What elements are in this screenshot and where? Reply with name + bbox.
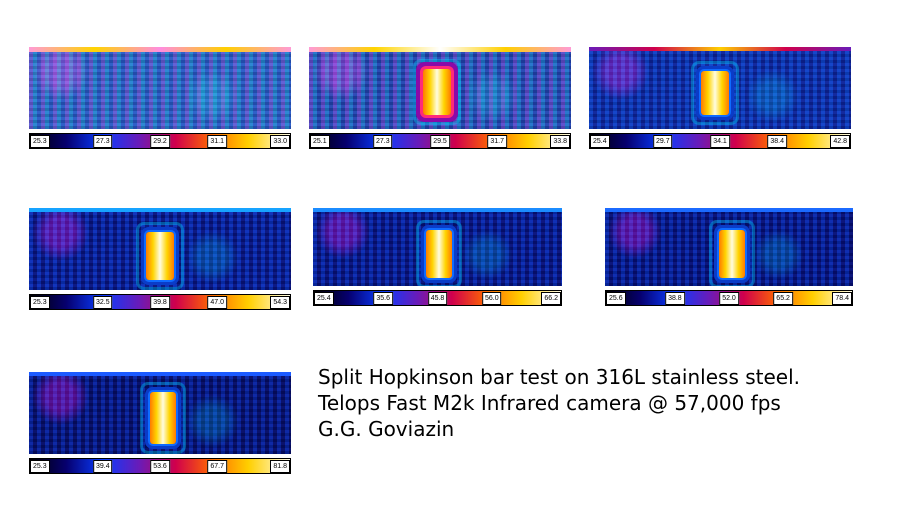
caption-line-3: G.G. Goviazin: [318, 417, 455, 441]
hot-specimen: [146, 232, 174, 280]
colorbar-tick: 35.6: [373, 292, 393, 305]
colorbar-tick: 54.3: [270, 296, 290, 309]
thermal-top-band: [605, 208, 853, 212]
thermal-top-band: [29, 47, 291, 52]
colorbar-tick: 47.0: [207, 296, 227, 309]
colorbar-tick: 32.5: [92, 296, 113, 309]
hot-specimen: [426, 230, 452, 278]
colorbar-tick: 25.4: [590, 135, 610, 148]
colorbar-tick: 25.4: [314, 292, 334, 305]
colorbar-tick: 25.3: [30, 460, 50, 473]
colorbar-3: 25.4 29.7 34.1 38.4 42.8: [589, 133, 851, 149]
thermal-image-5: [313, 208, 562, 286]
colorbar-tick: 27.3: [92, 135, 113, 148]
colorbar-4: 25.3 32.5 39.8 47.0 54.3: [29, 294, 291, 310]
colorbar-tick: 66.2: [541, 292, 561, 305]
thermal-panel-6: 25.6 38.8 52.0 65.2 78.4: [605, 208, 853, 306]
thermal-image-1: [29, 47, 291, 129]
colorbar-7: 25.3 39.4 53.6 67.7 81.8: [29, 458, 291, 474]
colorbar-tick: 25.3: [30, 296, 50, 309]
colorbar-tick: 25.6: [606, 292, 626, 305]
thermal-top-band: [309, 47, 571, 52]
colorbar-tick: 25.1: [310, 135, 330, 148]
thermal-image-7: [29, 372, 291, 454]
colorbar-tick: 42.8: [830, 135, 850, 148]
thermal-top-band: [589, 47, 851, 51]
colorbar-tick: 33.8: [550, 135, 570, 148]
colorbar-tick: 39.8: [150, 296, 170, 309]
colorbar-tick: 52.0: [719, 292, 739, 305]
colorbar-6: 25.6 38.8 52.0 65.2 78.4: [605, 290, 853, 306]
thermal-top-band: [29, 208, 291, 212]
colorbar-tick: 53.6: [150, 460, 170, 473]
colorbar-5: 25.4 35.6 45.8 56.0 66.2: [313, 290, 562, 306]
colorbar-tick: 29.2: [150, 135, 170, 148]
colorbar-tick: 31.7: [487, 135, 507, 148]
colorbar-tick: 25.3: [30, 135, 50, 148]
thermal-panel-7: 25.3 39.4 53.6 67.7 81.8: [29, 372, 291, 476]
thermal-panel-2: 25.1 27.3 29.5 31.7 33.8: [309, 47, 571, 151]
colorbar-1: 25.3 27.3 29.2 31.1 33.0: [29, 133, 291, 149]
hot-specimen: [423, 69, 451, 115]
caption-line-2: Telops Fast M2k Infrared camera @ 57,000…: [318, 391, 781, 415]
colorbar-tick: 67.7: [207, 460, 227, 473]
thermal-top-band: [29, 372, 291, 376]
colorbar-tick: 38.8: [665, 292, 685, 305]
thermal-image-2: [309, 47, 571, 129]
colorbar-2: 25.1 27.3 29.5 31.7 33.8: [309, 133, 571, 149]
caption-line-1: Split Hopkinson bar test on 316L stainle…: [318, 365, 801, 389]
colorbar-tick: 81.8: [270, 460, 290, 473]
thermal-panel-4: 25.3 32.5 39.8 47.0 54.3: [29, 208, 291, 312]
colorbar-tick: 29.7: [652, 135, 673, 148]
thermal-panel-3: 25.4 29.7 34.1 38.4 42.8: [589, 47, 851, 151]
thermal-image-4: [29, 208, 291, 290]
colorbar-tick: 45.8: [427, 292, 448, 305]
thermal-image-3: [589, 47, 851, 129]
thermal-image-6: [605, 208, 853, 286]
colorbar-tick: 29.5: [430, 135, 450, 148]
hot-specimen: [150, 392, 176, 444]
colorbar-tick: 56.0: [482, 292, 502, 305]
caption: Split Hopkinson bar test on 316L stainle…: [318, 364, 888, 442]
colorbar-tick: 38.4: [767, 135, 787, 148]
colorbar-tick: 65.2: [773, 292, 793, 305]
colorbar-tick: 34.1: [710, 135, 730, 148]
hot-specimen: [701, 71, 729, 115]
thermal-top-band: [313, 208, 562, 212]
colorbar-tick: 39.4: [92, 460, 113, 473]
thermal-panel-1: 25.3 27.3 29.2 31.1 33.0: [29, 47, 291, 151]
colorbar-tick: 33.0: [270, 135, 290, 148]
hot-specimen: [719, 230, 745, 278]
thermal-panel-5: 25.4 35.6 45.8 56.0 66.2: [313, 208, 562, 306]
colorbar-tick: 27.3: [372, 135, 393, 148]
colorbar-tick: 31.1: [207, 135, 227, 148]
colorbar-tick: 78.4: [832, 292, 852, 305]
